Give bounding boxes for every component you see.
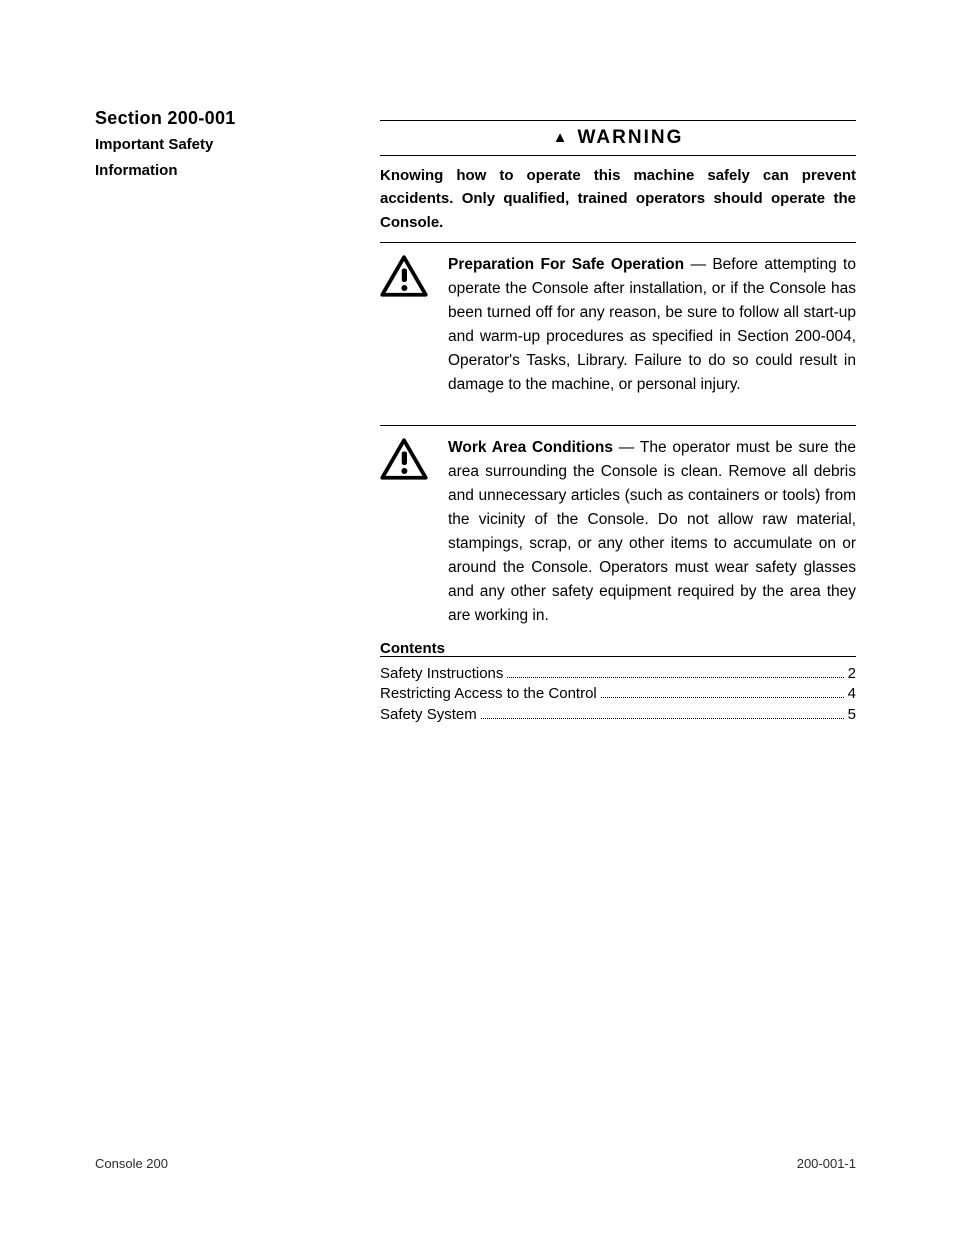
toc-entry-label: Safety System (380, 706, 477, 723)
toc-title: Contents (380, 640, 856, 657)
toc-entry-label: Safety Instructions (380, 665, 503, 682)
warning-heading: ▲ WARNING (380, 121, 856, 155)
toc-leader-dots (507, 663, 843, 678)
page-footer: Console 200 200-001-1 (95, 1156, 856, 1171)
toc-entry-page: 4 (848, 685, 856, 702)
section-heading-block: Section 200-001 Important Safety Informa… (95, 108, 355, 188)
toc-leader-dots (481, 704, 844, 719)
warning-heading-word: WARNING (578, 127, 684, 148)
section-title-line1: Important Safety (95, 135, 355, 155)
footer-left: Console 200 (95, 1156, 168, 1171)
warning-item: Work Area Conditions — The operator must… (380, 426, 856, 656)
alert-triangle-icon (380, 436, 432, 628)
section-number: Section 200-001 (95, 108, 355, 129)
warning-item-heading: Preparation For Safe Operation (448, 256, 684, 273)
toc-entry: Restricting Access to the Control 4 (380, 684, 856, 703)
warning-small-triangle-icon: ▲ (553, 129, 570, 146)
warning-item-heading: Work Area Conditions (448, 439, 613, 456)
toc-leader-dots (601, 684, 844, 699)
warning-content: ▲ WARNING Knowing how to operate this mac… (380, 120, 856, 657)
section-title-line2: Information (95, 161, 355, 181)
warning-item: Preparation For Safe Operation — Before … (380, 243, 856, 425)
toc-entry: Safety System 5 (380, 704, 856, 723)
warning-item-text: Preparation For Safe Operation — Before … (448, 253, 856, 397)
warning-lead-text: Knowing how to operate this machine safe… (380, 156, 856, 242)
toc-entry-page: 5 (848, 706, 856, 723)
warning-item-body: Before attempting to operate the Console… (448, 256, 856, 393)
page: Section 200-001 Important Safety Informa… (0, 0, 954, 1235)
table-of-contents: Contents Safety Instructions 2 Restricti… (380, 640, 856, 725)
warning-item-body: The operator must be sure the area surro… (448, 439, 856, 624)
alert-triangle-icon (380, 253, 432, 397)
footer-right: 200-001-1 (797, 1156, 856, 1171)
toc-entry-page: 2 (848, 665, 856, 682)
warning-item-text: Work Area Conditions — The operator must… (448, 436, 856, 628)
toc-entry: Safety Instructions 2 (380, 663, 856, 682)
toc-entry-label: Restricting Access to the Control (380, 685, 597, 702)
